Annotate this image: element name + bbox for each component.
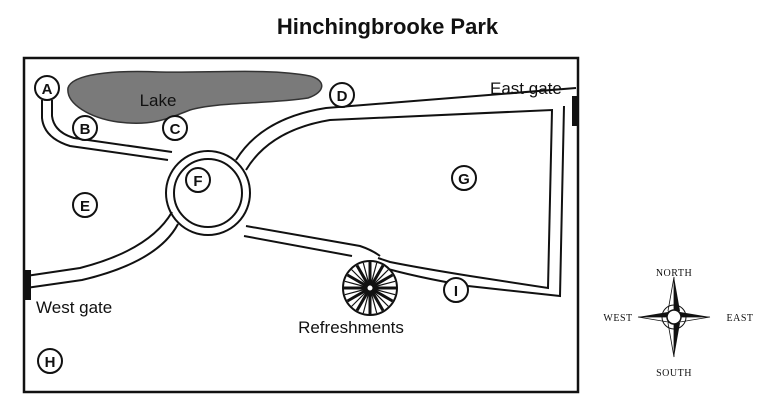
path-f-to-refreshments (243, 225, 381, 257)
svg-text:E: E (80, 198, 90, 215)
marker-c: C (162, 115, 188, 141)
marker-i: I (443, 277, 469, 303)
marker-d: D (329, 82, 355, 108)
marker-h: H (37, 348, 63, 374)
svg-text:F: F (193, 173, 202, 190)
marker-a: A (34, 75, 60, 101)
path-east-loop (235, 87, 577, 298)
west-gate-label: West gate (36, 298, 112, 317)
svg-text:D: D (337, 88, 348, 105)
west-gate-icon (24, 270, 31, 300)
refreshments-hub (366, 284, 374, 292)
refreshments-spoke (369, 286, 394, 303)
compass-west-label: WEST (603, 313, 632, 324)
svg-text:B: B (80, 121, 91, 138)
refreshments-label: Refreshments (298, 318, 404, 337)
roundabout-inner (173, 158, 243, 228)
park-boundary (22, 56, 580, 394)
east-gate-label: East gate (490, 79, 562, 98)
compass-south-label: SOUTH (656, 368, 692, 379)
refreshments-spoke (369, 273, 394, 290)
refreshments-spoke (355, 264, 372, 289)
compass-north-label: NORTH (656, 268, 692, 279)
marker-g: G (451, 165, 477, 191)
svg-text:I: I (454, 283, 458, 300)
compass-east-label: EAST (727, 313, 754, 324)
page-title: Hinchingbrooke Park (276, 14, 499, 39)
svg-text:G: G (458, 171, 470, 188)
path-a-to-f (41, 100, 173, 161)
svg-text:H: H (45, 354, 56, 371)
lake-label: Lake (140, 91, 177, 110)
east-gate-icon (572, 96, 579, 126)
refreshments-spoke (355, 287, 372, 312)
svg-text:C: C (170, 121, 181, 138)
marker-e: E (72, 192, 98, 218)
path-f-to-west-gate (25, 211, 179, 289)
refreshments-spoke (346, 286, 371, 303)
compass-rose-icon (637, 276, 711, 358)
marker-f: F (185, 167, 211, 193)
refreshments-spoke (368, 264, 385, 289)
refreshments-spoke (369, 280, 396, 289)
refreshments-spoke (368, 287, 385, 312)
refreshments-spoke (346, 273, 371, 290)
lake (67, 70, 323, 125)
refreshments-icon (342, 260, 398, 316)
roundabout-outer (165, 150, 251, 236)
svg-text:A: A (42, 81, 53, 98)
marker-b: B (72, 115, 98, 141)
